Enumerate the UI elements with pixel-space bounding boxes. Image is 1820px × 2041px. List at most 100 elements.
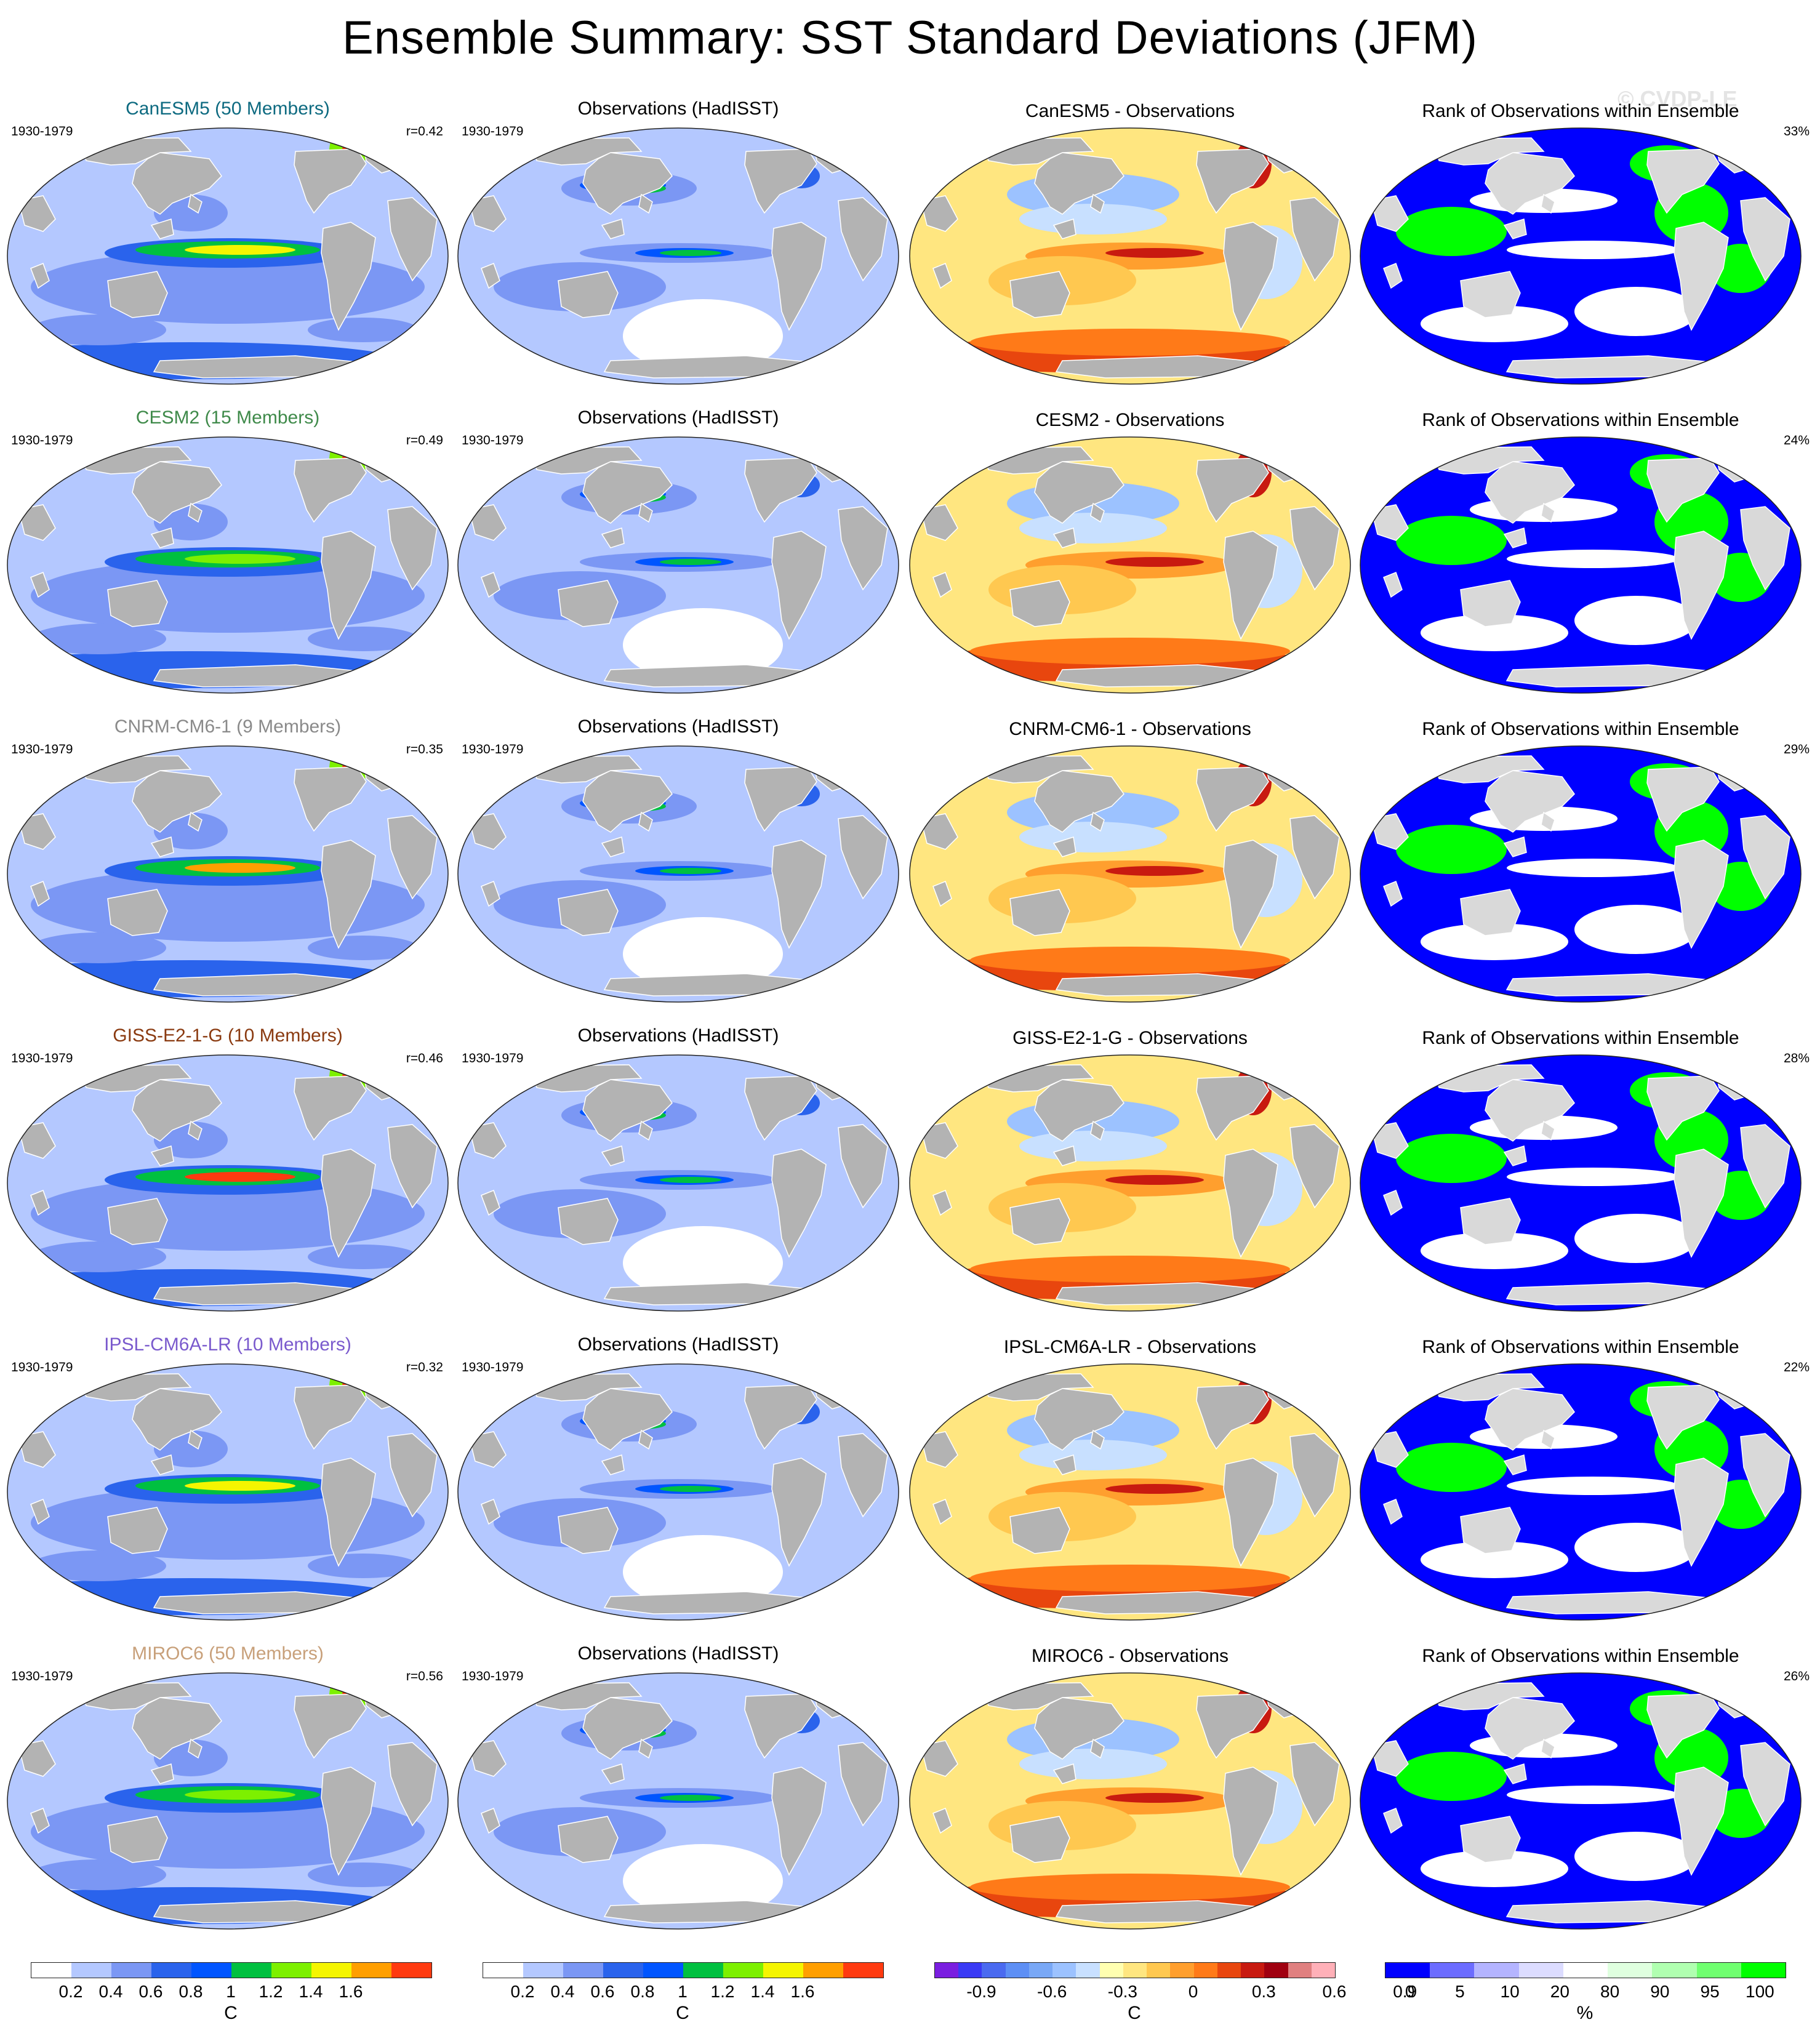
model-std-field-patch — [31, 1241, 166, 1272]
rank-field-patch — [1574, 596, 1698, 645]
landmass — [1740, 506, 1790, 591]
landmass — [582, 461, 673, 524]
landmass — [1009, 1507, 1070, 1554]
rank-field-patch — [1574, 1832, 1698, 1881]
obs-std-map — [457, 1363, 900, 1621]
map-outline — [1360, 127, 1802, 385]
obs-std-map — [457, 1672, 900, 1930]
model-std-field-patch — [308, 318, 419, 342]
diff-field-patch — [970, 329, 1290, 356]
landmass — [1485, 1079, 1575, 1142]
landmass — [321, 840, 376, 949]
landmass — [1383, 1499, 1403, 1525]
colorbar-swatch — [151, 1963, 191, 1978]
landmass — [771, 1458, 827, 1567]
landmass — [1034, 1697, 1124, 1760]
colorbar-swatch — [31, 1963, 71, 1978]
landmass — [1383, 263, 1403, 289]
model-panel-title: CESM2 (15 Members) — [135, 407, 320, 428]
model-std-field-patch — [308, 1245, 419, 1269]
diff-field-patch — [1105, 557, 1204, 567]
landmass — [1090, 502, 1105, 523]
landmass — [1460, 1198, 1521, 1245]
landmass — [582, 152, 673, 215]
landmass — [1646, 1384, 1720, 1450]
diff-panel-title: CanESM5 - Observations — [1025, 101, 1235, 121]
landmass — [1646, 1693, 1720, 1759]
colorbar-tick-label: -0.6 — [1037, 1982, 1067, 2001]
rank-field-patch — [1421, 1541, 1568, 1578]
colorbar-tick-label: 1 — [226, 1982, 236, 2001]
map-outline — [457, 127, 899, 385]
landmass — [1674, 1766, 1729, 1876]
landmass — [107, 1507, 168, 1554]
landmass — [1223, 1766, 1278, 1876]
colorbar-tick-label: 0.3 — [1251, 1982, 1276, 2001]
landmass — [150, 1454, 174, 1475]
diff-panel-title: CESM2 - Observations — [1035, 410, 1225, 430]
colorbar-swatch — [982, 1963, 1006, 1978]
colorbar-swatch — [311, 1963, 351, 1978]
rank-field-patch — [1507, 550, 1679, 568]
map-outline — [1360, 745, 1802, 1003]
model-std-field-patch — [185, 1172, 295, 1182]
rank-field-patch — [1421, 923, 1568, 960]
pattern-correlation: r=0.32 — [406, 1360, 443, 1374]
landmass — [1541, 1429, 1555, 1450]
rank-field-patch — [1396, 825, 1507, 874]
diff-colorbar — [934, 1962, 1336, 1978]
period-label: 1930-1979 — [462, 742, 524, 756]
rank-field-patch — [1507, 859, 1679, 877]
rank-percent: 33% — [1784, 124, 1810, 138]
landmass — [744, 1693, 817, 1759]
colorbar-tick-label: 1.4 — [299, 1982, 323, 2001]
period-label: 1930-1979 — [11, 742, 73, 756]
landmass — [321, 1149, 376, 1258]
diff-map — [908, 1054, 1352, 1312]
model-std-map — [6, 1672, 449, 1930]
colorbar-swatch — [111, 1963, 151, 1978]
colorbar-swatch — [603, 1963, 643, 1978]
landmass — [932, 572, 952, 598]
landmass — [150, 836, 174, 857]
landmass — [582, 770, 673, 833]
colorbar-swatch — [1652, 1963, 1697, 1978]
landmass — [1740, 1742, 1790, 1827]
rank-field-patch — [1396, 1134, 1507, 1183]
rank-field-patch — [1574, 1523, 1698, 1572]
std-colorbar-obs — [483, 1962, 884, 1978]
landmass — [188, 1120, 202, 1141]
landmass — [321, 531, 376, 640]
landmass — [107, 271, 168, 318]
landmass — [30, 263, 50, 289]
colorbar-tick-label: -0.3 — [1107, 1982, 1137, 2001]
diff-field-patch — [970, 1565, 1290, 1592]
landmass — [294, 1693, 367, 1759]
pattern-correlation: r=0.49 — [406, 433, 443, 447]
colorbar-swatch — [1170, 1963, 1194, 1978]
colorbar-tick-label: 90 — [1650, 1982, 1670, 2001]
obs-panel-title: Observations (HadISST) — [577, 1643, 779, 1664]
landmass — [468, 1122, 507, 1159]
colorbar-swatch — [1123, 1963, 1147, 1978]
model-panel-title: GISS-E2-1-G (10 Members) — [113, 1025, 343, 1046]
map-outline — [909, 127, 1351, 385]
obs-std-field-patch — [623, 1226, 783, 1300]
colorbar-swatch — [563, 1963, 603, 1978]
landmass — [30, 1808, 50, 1834]
landmass — [1485, 770, 1575, 833]
landmass — [1371, 1431, 1409, 1468]
map-outline — [457, 1363, 899, 1621]
diff-panel-title: CNRM-CM6-1 - Observations — [1009, 719, 1251, 739]
colorbar-tick-label: 0.6 — [138, 1982, 163, 2001]
model-std-field-patch — [31, 1859, 166, 1890]
obs-std-field-patch — [623, 1535, 783, 1609]
landmass — [1371, 1740, 1409, 1777]
map-outline — [909, 1363, 1351, 1621]
colorbar-swatch — [271, 1963, 311, 1978]
landmass — [638, 502, 653, 523]
period-label: 1930-1979 — [462, 1669, 524, 1683]
period-label: 1930-1979 — [462, 124, 524, 138]
colorbar-tick-label: 1.6 — [339, 1982, 363, 2001]
colorbar-swatch — [1608, 1963, 1653, 1978]
